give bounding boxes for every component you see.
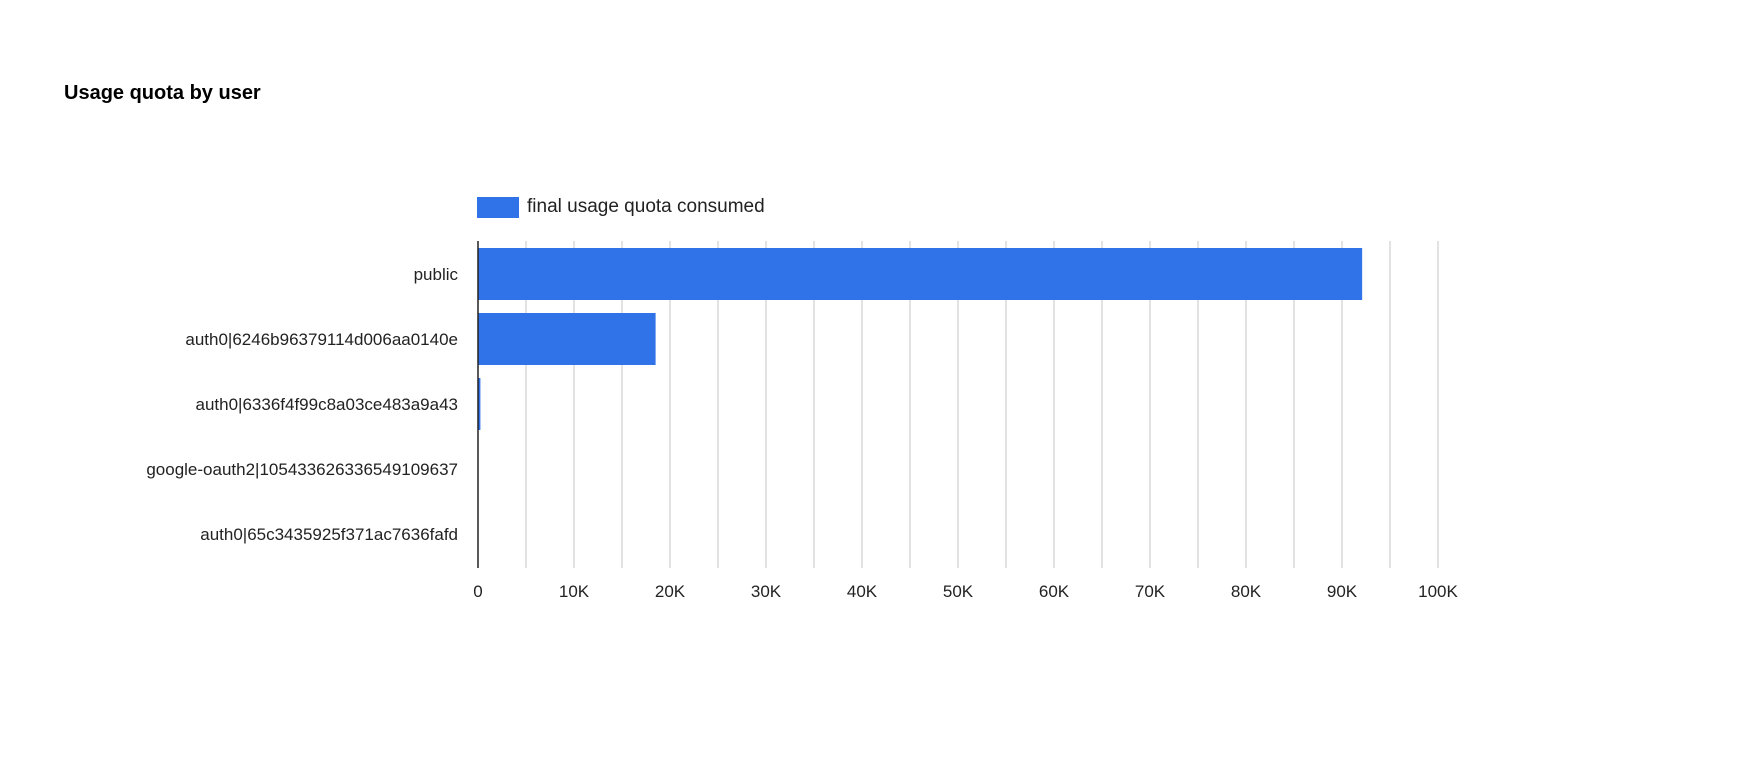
bar	[478, 378, 481, 430]
x-tick-label: 20K	[655, 582, 686, 601]
x-tick-label: 60K	[1039, 582, 1070, 601]
category-label: google-oauth2|105433626336549109637	[146, 460, 458, 479]
category-label: auth0|6246b96379114d006aa0140e	[185, 330, 458, 349]
x-tick-label: 30K	[751, 582, 782, 601]
x-tick-label: 40K	[847, 582, 878, 601]
category-label: auth0|6336f4f99c8a03ce483a9a43	[196, 395, 459, 414]
chart-title: Usage quota by user	[64, 82, 261, 104]
x-tick-label: 70K	[1135, 582, 1166, 601]
category-label: auth0|65c3435925f371ac7636fafd	[200, 525, 458, 544]
x-tick-label: 80K	[1231, 582, 1262, 601]
bar	[478, 248, 1363, 300]
legend: final usage quota consumed	[477, 196, 765, 218]
x-tick-label: 90K	[1327, 582, 1358, 601]
x-tick-label: 0	[473, 582, 482, 601]
x-tick-label: 50K	[943, 582, 974, 601]
category-label: public	[414, 265, 459, 284]
legend-swatch	[477, 196, 519, 218]
x-tick-label: 100K	[1418, 582, 1458, 601]
bar	[478, 313, 656, 365]
x-tick-label: 10K	[559, 582, 590, 601]
legend-label: final usage quota consumed	[527, 196, 765, 217]
